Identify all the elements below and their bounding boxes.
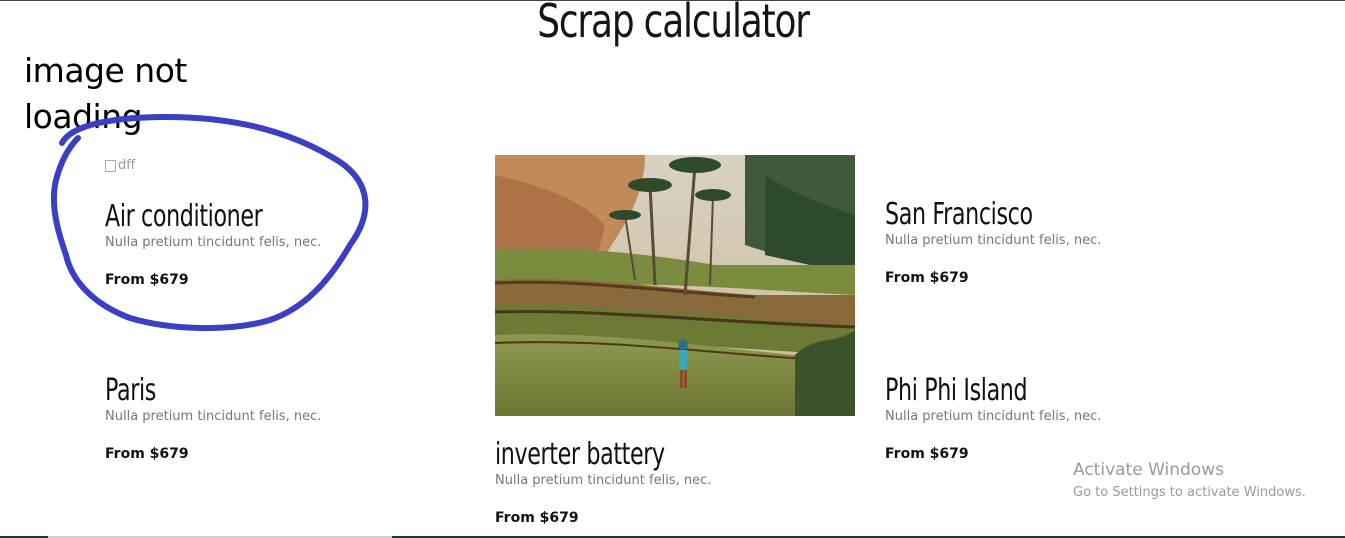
card-price: From $679 — [105, 446, 189, 462]
taskbar-edge-highlight — [48, 536, 392, 538]
card-title[interactable]: Paris — [105, 373, 157, 408]
broken-image-icon — [105, 159, 116, 172]
rice-terraces-photo — [495, 155, 855, 416]
card-phi-phi-island[interactable]: Phi Phi Island Nulla pretium tincidunt f… — [885, 373, 1101, 462]
card-air-conditioner[interactable]: Air conditioner Nulla pretium tincidunt … — [105, 199, 321, 288]
card-price: From $679 — [105, 272, 189, 288]
card-inverter-battery[interactable]: inverter battery Nulla pretium tincidunt… — [495, 437, 724, 526]
window-top-border — [0, 0, 1345, 1]
taskbar-edge — [0, 536, 1345, 538]
activate-windows-watermark: Activate Windows Go to Settings to activ… — [1073, 460, 1306, 500]
card-title[interactable]: inverter battery — [495, 437, 665, 472]
card-title[interactable]: Air conditioner — [105, 199, 263, 234]
card-description: Nulla pretium tincidunt felis, nec. — [105, 409, 322, 424]
card-description: Nulla pretium tincidunt felis, nec. — [105, 235, 322, 250]
card-description: Nulla pretium tincidunt felis, nec. — [885, 409, 1102, 424]
card-price: From $679 — [495, 510, 579, 526]
card-image-rice-terraces[interactable] — [495, 155, 855, 416]
card-price: From $679 — [885, 446, 969, 462]
page-title: Scrap calculator — [537, 0, 810, 48]
watermark-subtitle: Go to Settings to activate Windows. — [1073, 485, 1306, 500]
card-title[interactable]: San Francisco — [885, 197, 1033, 232]
card-paris[interactable]: Paris Nulla pretium tincidunt felis, nec… — [105, 373, 321, 462]
card-description: Nulla pretium tincidunt felis, nec. — [885, 233, 1102, 248]
card-description: Nulla pretium tincidunt felis, nec. — [495, 473, 712, 488]
broken-image: dff — [105, 158, 135, 173]
card-price: From $679 — [885, 270, 969, 286]
image-alt-text: dff — [118, 158, 136, 173]
watermark-title: Activate Windows — [1073, 460, 1224, 480]
card-san-francisco[interactable]: San Francisco Nulla pretium tincidunt fe… — [885, 197, 1101, 286]
card-title[interactable]: Phi Phi Island — [885, 373, 1028, 408]
annotation-note: image not loading — [24, 51, 187, 136]
